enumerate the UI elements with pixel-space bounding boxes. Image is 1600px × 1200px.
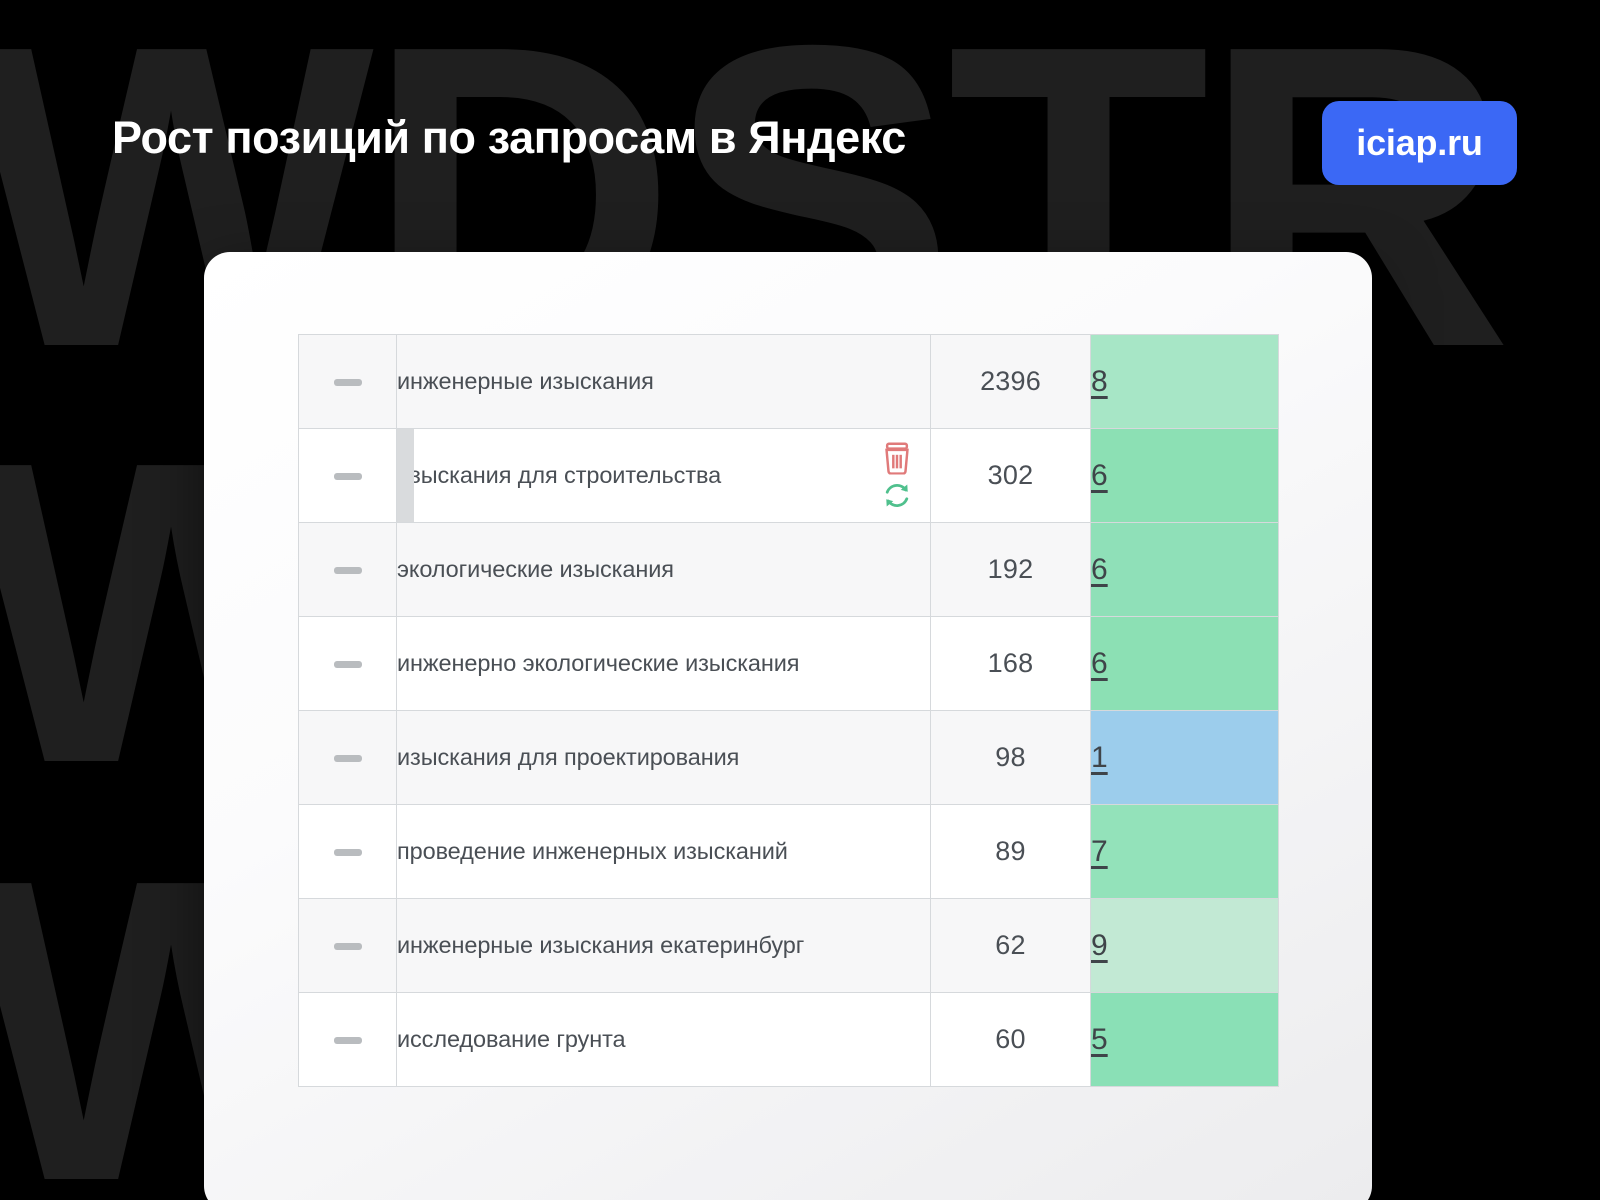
frequency-cell: 168 xyxy=(930,616,1091,711)
table-row[interactable]: исследование грунта 60 5 xyxy=(298,992,1279,1087)
keyword-text: инженерные изыскания xyxy=(397,367,654,394)
header: Рост позиций по запросам в Яндекс iciap.… xyxy=(0,0,1600,240)
row-collapse-cell[interactable] xyxy=(298,804,397,899)
keyword-table: инженерные изыскания 2396 8 изыскания для с… xyxy=(298,334,1279,1087)
row-collapse-cell[interactable] xyxy=(298,898,397,993)
keyword-text: инженерные изыскания екатеринбург xyxy=(397,931,805,958)
row-collapse-cell[interactable] xyxy=(298,992,397,1087)
keyword-cell[interactable]: исследование грунта xyxy=(396,992,931,1087)
position-value[interactable]: 9 xyxy=(1091,928,1108,962)
screenshot-card: инженерные изыскания 2396 8 изыскания для с… xyxy=(204,252,1372,1200)
row-collapse-cell[interactable] xyxy=(298,428,397,523)
position-value[interactable]: 5 xyxy=(1091,1022,1108,1056)
position-cell[interactable]: 9 xyxy=(1090,898,1279,993)
table-row[interactable]: изыскания для строительства 302 6 xyxy=(298,428,1279,523)
brand-badge[interactable]: iciap.ru xyxy=(1322,101,1517,185)
keyword-cell[interactable]: инженерно экологические изыскания xyxy=(396,616,931,711)
keyword-cell[interactable]: изыскания для строительства xyxy=(396,428,931,523)
frequency-cell: 192 xyxy=(930,522,1091,617)
row-collapse-cell[interactable] xyxy=(298,334,397,429)
keyword-text: изыскания для проектирования xyxy=(397,743,740,770)
minus-icon[interactable] xyxy=(333,754,362,762)
minus-icon[interactable] xyxy=(333,1036,362,1044)
table-row[interactable]: изыскания для проектирования 98 1 xyxy=(298,710,1279,805)
table-row[interactable]: инженерно экологические изыскания 168 6 xyxy=(298,616,1279,711)
position-cell[interactable]: 6 xyxy=(1090,522,1279,617)
keyword-table-body: инженерные изыскания 2396 8 изыскания для с… xyxy=(298,334,1279,1087)
frequency-cell: 98 xyxy=(930,710,1091,805)
frequency-cell: 89 xyxy=(930,804,1091,899)
keyword-cell[interactable]: инженерные изыскания екатеринбург xyxy=(396,898,931,993)
keyword-cell[interactable]: экологические изыскания xyxy=(396,522,931,617)
table-row[interactable]: инженерные изыскания 2396 8 xyxy=(298,334,1279,429)
keyword-cell[interactable]: изыскания для проектирования xyxy=(396,710,931,805)
position-value[interactable]: 8 xyxy=(1091,364,1108,398)
row-collapse-cell[interactable] xyxy=(298,616,397,711)
frequency-cell: 2396 xyxy=(930,334,1091,429)
position-value[interactable]: 1 xyxy=(1091,740,1108,774)
keyword-cell[interactable]: проведение инженерных изысканий xyxy=(396,804,931,899)
position-value[interactable]: 6 xyxy=(1091,646,1108,680)
frequency-cell: 60 xyxy=(930,992,1091,1087)
position-value[interactable]: 6 xyxy=(1091,458,1108,492)
position-cell[interactable]: 6 xyxy=(1090,616,1279,711)
position-value[interactable]: 7 xyxy=(1091,834,1108,868)
position-cell[interactable]: 8 xyxy=(1090,334,1279,429)
row-collapse-cell[interactable] xyxy=(298,522,397,617)
keyword-text: изыскания для строительства xyxy=(397,461,722,488)
table-row[interactable]: проведение инженерных изысканий 89 7 xyxy=(298,804,1279,899)
minus-icon[interactable] xyxy=(333,942,362,950)
minus-icon[interactable] xyxy=(333,660,362,668)
keyword-table-wrapper: инженерные изыскания 2396 8 изыскания для с… xyxy=(298,334,1279,1087)
keyword-text: проведение инженерных изысканий xyxy=(397,837,788,864)
minus-icon[interactable] xyxy=(333,378,362,386)
frequency-cell: 302 xyxy=(930,428,1091,523)
row-accent-bar xyxy=(397,429,414,522)
page-title: Рост позиций по запросам в Яндекс xyxy=(112,112,906,163)
refresh-icon[interactable] xyxy=(882,481,912,509)
position-cell[interactable]: 7 xyxy=(1090,804,1279,899)
position-value[interactable]: 6 xyxy=(1091,552,1108,586)
frequency-cell: 62 xyxy=(930,898,1091,993)
keyword-text: инженерно экологические изыскания xyxy=(397,649,800,676)
minus-icon[interactable] xyxy=(333,472,362,480)
trash-icon[interactable] xyxy=(882,442,912,475)
position-cell[interactable]: 1 xyxy=(1090,710,1279,805)
minus-icon[interactable] xyxy=(333,848,362,856)
keyword-text: экологические изыскания xyxy=(397,555,674,582)
keyword-text: исследование грунта xyxy=(397,1025,626,1052)
row-actions xyxy=(882,442,912,509)
position-cell[interactable]: 6 xyxy=(1090,428,1279,523)
keyword-cell[interactable]: инженерные изыскания xyxy=(396,334,931,429)
table-row[interactable]: экологические изыскания 192 6 xyxy=(298,522,1279,617)
table-row[interactable]: инженерные изыскания екатеринбург 62 9 xyxy=(298,898,1279,993)
minus-icon[interactable] xyxy=(333,566,362,574)
position-cell[interactable]: 5 xyxy=(1090,992,1279,1087)
row-collapse-cell[interactable] xyxy=(298,710,397,805)
